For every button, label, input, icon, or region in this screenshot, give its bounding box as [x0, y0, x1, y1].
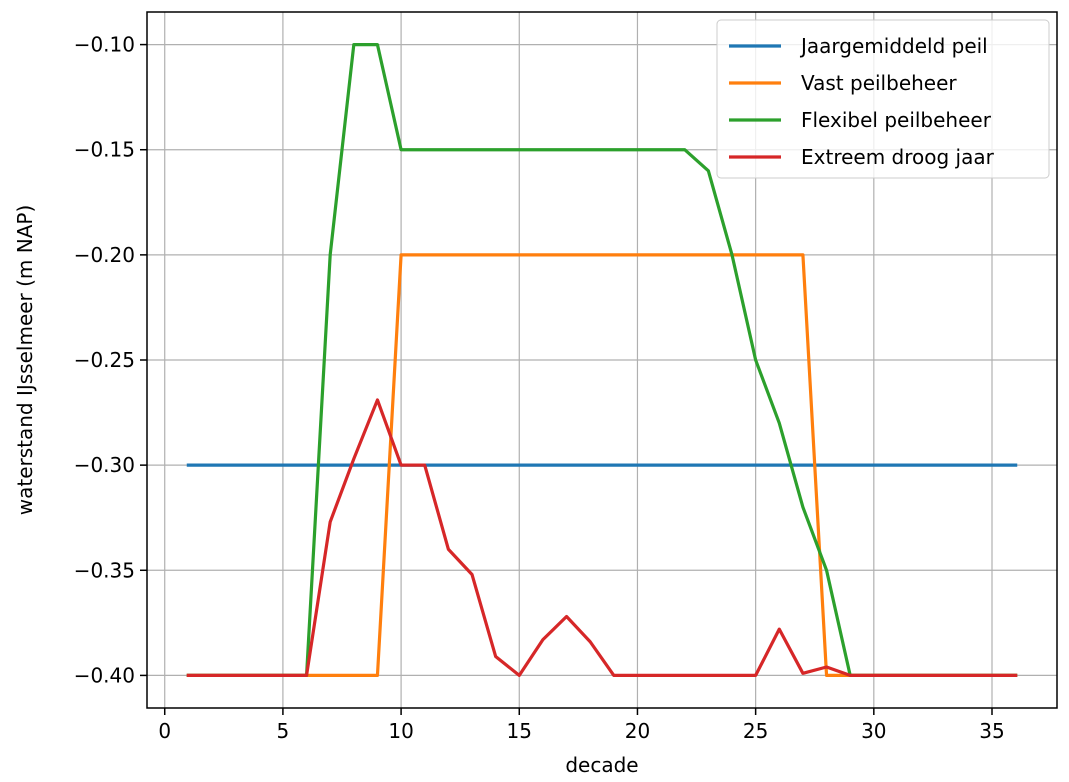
legend: Jaargemiddeld peil Vast peilbeheer Flexibe… [716, 19, 1050, 179]
legend-label: Jaargemiddeld peil [799, 34, 988, 58]
series-line-3 [186, 42, 1018, 678]
y-axis-label: waterstand IJsselmeer (m NAP) [13, 205, 37, 516]
x-tick-label: 0 [158, 719, 171, 743]
x-tick-label: 35 [979, 719, 1004, 743]
y-tick-label: −0.10 [74, 33, 135, 57]
legend-label: Flexibel peilbeheer [801, 108, 992, 132]
legend-label: Vast peilbeheer [801, 71, 957, 95]
y-tick-label: −0.25 [74, 348, 135, 372]
y-tick-label: −0.30 [74, 453, 135, 477]
x-tick-label: 30 [861, 719, 886, 743]
y-tick-label: −0.15 [74, 138, 135, 162]
x-axis-label: decade [565, 753, 638, 777]
series-lines [186, 42, 1018, 678]
x-tick-label: 20 [625, 719, 650, 743]
y-tick-label: −0.35 [74, 558, 135, 582]
x-tick-label: 5 [277, 719, 290, 743]
legend-label: Extreem droog jaar [801, 145, 995, 169]
axis-ticks: 0 5 10 15 20 25 30 35 −0.10 −0.15 −0.20 −0.25 −0.30 −… [74, 33, 1005, 743]
y-tick-label: −0.40 [74, 663, 135, 687]
x-tick-label: 15 [507, 719, 532, 743]
y-tick-label: −0.20 [74, 243, 135, 267]
legend-box [716, 19, 1050, 179]
x-tick-label: 10 [388, 719, 413, 743]
x-tick-label: 25 [743, 719, 768, 743]
series-line-4 [186, 398, 1018, 678]
